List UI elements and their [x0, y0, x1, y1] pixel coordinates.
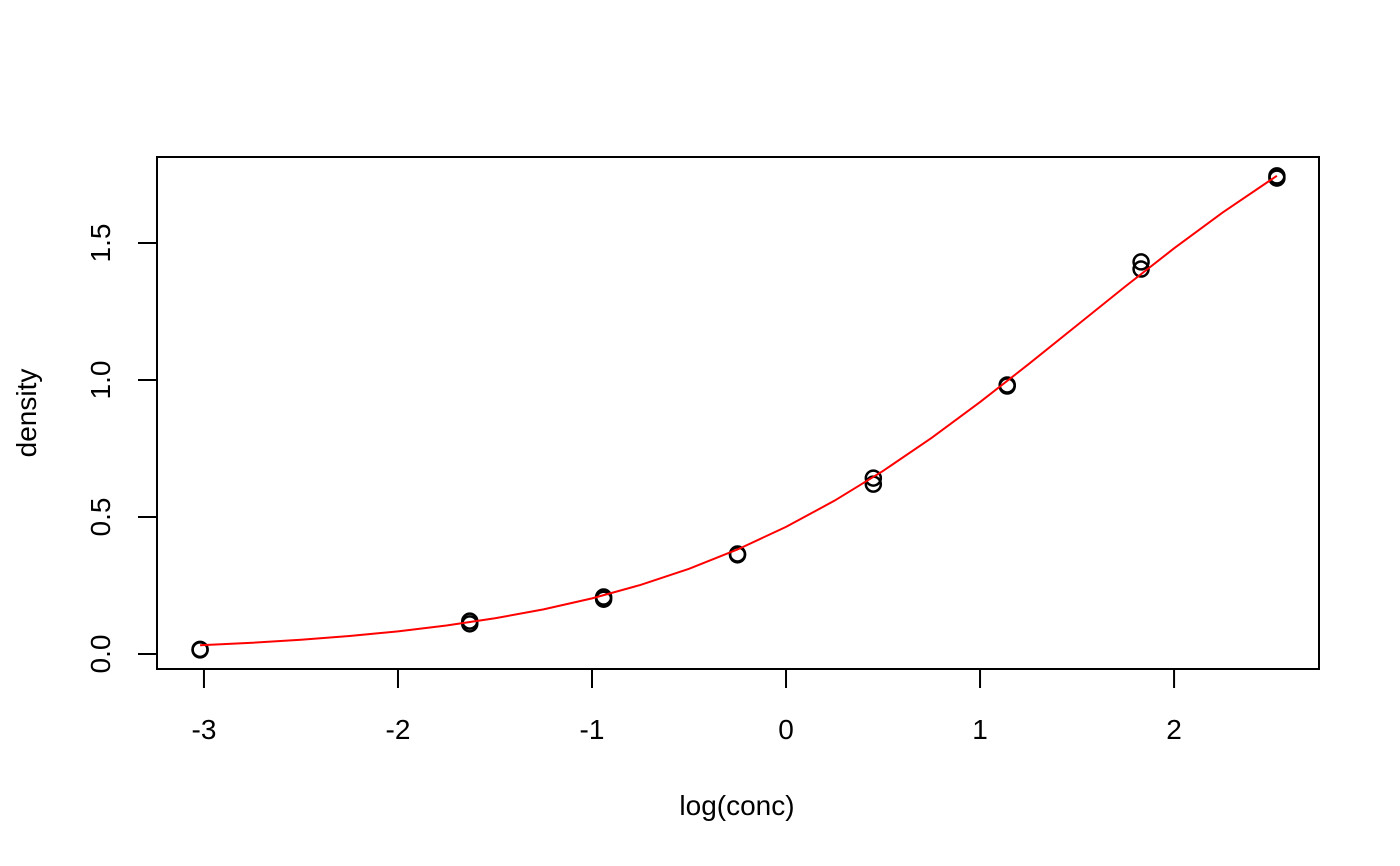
- y-tick-label: 1.0: [85, 361, 116, 400]
- plot-frame: [156, 156, 1320, 670]
- x-tick-label: -3: [192, 714, 217, 745]
- x-tick-label: 2: [1166, 714, 1182, 745]
- data-point: [1132, 253, 1150, 271]
- y-tick-label: 0.0: [85, 635, 116, 674]
- x-tick-label: 0: [778, 714, 794, 745]
- x-tick-label: -2: [386, 714, 411, 745]
- data-point: [728, 546, 747, 564]
- y-tick-label: 0.5: [85, 498, 116, 537]
- x-tick-label: 1: [972, 714, 988, 745]
- x-axis-title: log(conc): [679, 790, 794, 821]
- data-point: [191, 640, 209, 659]
- y-axis-title: density: [11, 369, 42, 458]
- fit-line: [200, 174, 1278, 647]
- x-tick-label: -1: [580, 714, 605, 745]
- data-point: [594, 590, 613, 608]
- data-point: [1268, 169, 1286, 187]
- data-point: [864, 469, 883, 487]
- y-tick-label: 1.5: [85, 224, 116, 263]
